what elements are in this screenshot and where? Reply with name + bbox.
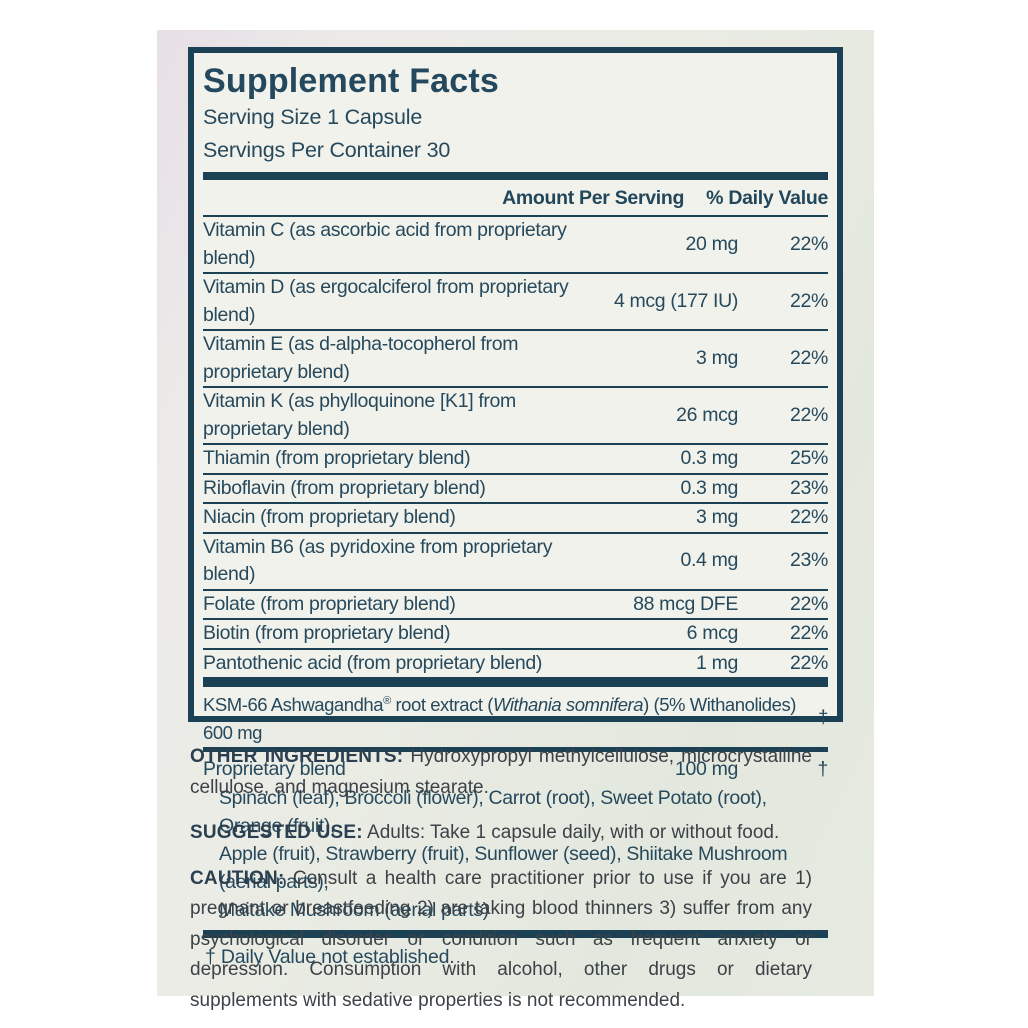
column-amount-per-serving: Amount Per Serving bbox=[502, 187, 685, 209]
nutrient-row-vitamin-b6: Vitamin B6 (as pyridoxine from proprieta… bbox=[203, 534, 828, 591]
divider-thick bbox=[203, 172, 828, 180]
nutrient-amount: 0.4 mg bbox=[680, 549, 738, 572]
nutrient-dv: 22% bbox=[790, 622, 828, 644]
nutrient-row-thiamin: Thiamin (from proprietary blend) 0.3 mg … bbox=[203, 445, 828, 475]
other-ingredients-label: OTHER INGREDIENTS: bbox=[190, 746, 404, 767]
nutrient-name: Vitamin B6 (as pyridoxine from proprieta… bbox=[203, 535, 553, 586]
nutrient-row-niacin: Niacin (from proprietary blend) 3 mg 22% bbox=[203, 504, 828, 534]
nutrient-dv: 22% bbox=[790, 232, 828, 255]
suggested-use-label: SUGGESTED USE: bbox=[190, 822, 363, 843]
nutrient-dv: 22% bbox=[790, 592, 828, 615]
suggested-use-paragraph: SUGGESTED USE: Adults: Take 1 capsule da… bbox=[190, 818, 812, 849]
servings-per-container: Servings Per Container 30 bbox=[203, 138, 451, 162]
panel-title: Supplement Facts bbox=[203, 62, 500, 100]
nutrient-dv: 23% bbox=[790, 476, 828, 499]
nutrient-row-biotin: Biotin (from proprietary blend) 6 mcg 22… bbox=[203, 620, 828, 650]
nutrient-amount: 26 mcg bbox=[676, 403, 738, 426]
nutrient-row-vitamin-k: Vitamin K (as phylloquinone [K1] from pr… bbox=[203, 388, 828, 445]
nutrient-dv: 22% bbox=[790, 289, 828, 312]
nutrient-row-folate: Folate (from proprietary blend) 88 mcg D… bbox=[203, 591, 828, 620]
nutrient-dv: 22% bbox=[790, 506, 828, 528]
nutrient-dv: 23% bbox=[790, 549, 828, 572]
registered-mark: ® bbox=[383, 695, 391, 707]
divider-thick bbox=[203, 679, 828, 687]
nutrient-name: Biotin (from proprietary blend) bbox=[203, 622, 451, 644]
supplement-facts-panel: Supplement Facts Serving Size 1 Capsule … bbox=[188, 47, 843, 968]
nutrient-amount: 1 mg bbox=[696, 651, 738, 674]
nutrient-amount: 0.3 mg bbox=[680, 476, 738, 499]
nutrient-amount: 3 mg bbox=[696, 506, 738, 528]
nutrient-dv: 22% bbox=[790, 403, 828, 426]
other-ingredients-text: Hydroxypropyl methylcellulose, microcrys… bbox=[190, 746, 813, 798]
nutrient-amount: 6 mcg bbox=[686, 622, 739, 644]
caution-label: CAUTION: bbox=[190, 867, 285, 889]
nutrient-name: Thiamin (from proprietary blend) bbox=[203, 447, 471, 469]
divider-medium bbox=[203, 747, 828, 753]
suggested-use-text: Adults: Take 1 capsule daily, with or wi… bbox=[367, 822, 780, 843]
ksm66-ashwagandha-row: KSM-66 Ashwagandha® root extract (Withan… bbox=[203, 687, 828, 747]
caution-paragraph: CAUTION: Consult a health care practitio… bbox=[190, 864, 812, 1017]
nutrient-row-pantothenic-acid: Pantothenic acid (from proprietary blend… bbox=[203, 650, 828, 679]
nutrient-row-vitamin-e: Vitamin E (as d-alpha-tocopherol from pr… bbox=[203, 331, 828, 388]
nutrient-amount: 0.3 mg bbox=[680, 447, 738, 469]
column-daily-value: % Daily Value bbox=[706, 187, 828, 209]
nutrient-name: Vitamin E (as d-alpha-tocopherol from pr… bbox=[203, 333, 519, 383]
nutrient-amount: 3 mg bbox=[696, 346, 738, 369]
blend-ingredients-line: Apple (fruit), Strawberry (fruit), Sunfl… bbox=[219, 842, 788, 893]
botanical-name: Withania somnifera bbox=[493, 694, 644, 716]
nutrient-row-vitamin-d: Vitamin D (as ergocalciferol from propri… bbox=[203, 274, 828, 331]
label-photo: Supplement Facts Serving Size 1 Capsule … bbox=[157, 30, 874, 1011]
nutrient-dv: 22% bbox=[790, 651, 828, 674]
column-header: Amount Per Serving % Daily Value bbox=[203, 180, 828, 217]
nutrient-name: Vitamin D (as ergocalciferol from propri… bbox=[203, 276, 569, 326]
nutrient-name: Niacin (from proprietary blend) bbox=[203, 506, 456, 528]
blend-name: Proprietary blend bbox=[203, 758, 346, 781]
nutrient-dv: 25% bbox=[790, 447, 828, 469]
nutrient-row-vitamin-c: Vitamin C (as ascorbic acid from proprie… bbox=[203, 217, 828, 274]
other-ingredients-paragraph: OTHER INGREDIENTS: Hydroxypropyl methylc… bbox=[190, 742, 812, 803]
nutrient-amount: 4 mcg (177 IU) bbox=[613, 289, 738, 312]
caution-text: Consult a health care practitioner prior… bbox=[190, 867, 812, 1011]
label-text-sections: OTHER INGREDIENTS: Hydroxypropyl methylc… bbox=[190, 742, 812, 1016]
nutrient-amount: 20 mg bbox=[685, 232, 739, 255]
nutrient-dv: 22% bbox=[790, 346, 828, 369]
nutrient-row-riboflavin: Riboflavin (from proprietary blend) 0.3 … bbox=[203, 475, 828, 504]
divider-thick bbox=[203, 929, 828, 938]
nutrient-name: Folate (from proprietary blend) bbox=[203, 592, 456, 615]
nutrient-name: Vitamin K (as phylloquinone [K1] from pr… bbox=[203, 390, 516, 440]
blend-amount: 100 mg bbox=[675, 758, 738, 781]
nutrient-amount: 88 mcg DFE bbox=[633, 592, 738, 615]
ksm66-text: KSM-66 Ashwagandha® root extract (Withan… bbox=[203, 694, 796, 744]
nutrient-name: Riboflavin (from proprietary blend) bbox=[203, 476, 486, 499]
daily-value-footnote: † Daily Value not established. bbox=[205, 945, 455, 968]
nutrient-name: Vitamin C (as ascorbic acid from proprie… bbox=[203, 219, 567, 269]
blend-ingredients-line: Spinach (leaf), Broccoli (flower), Carro… bbox=[219, 786, 767, 837]
blend-ingredients-line: Maitake Mushroom (aerial parts) bbox=[219, 898, 489, 921]
nutrient-name: Pantothenic acid (from proprietary blend… bbox=[203, 651, 542, 674]
serving-size: Serving Size 1 Capsule bbox=[203, 105, 423, 129]
proprietary-blend-row: Proprietary blend 100 mg † bbox=[203, 756, 828, 784]
ksm66-dv-dagger: † bbox=[818, 706, 828, 728]
blend-dv-dagger: † bbox=[817, 758, 829, 781]
